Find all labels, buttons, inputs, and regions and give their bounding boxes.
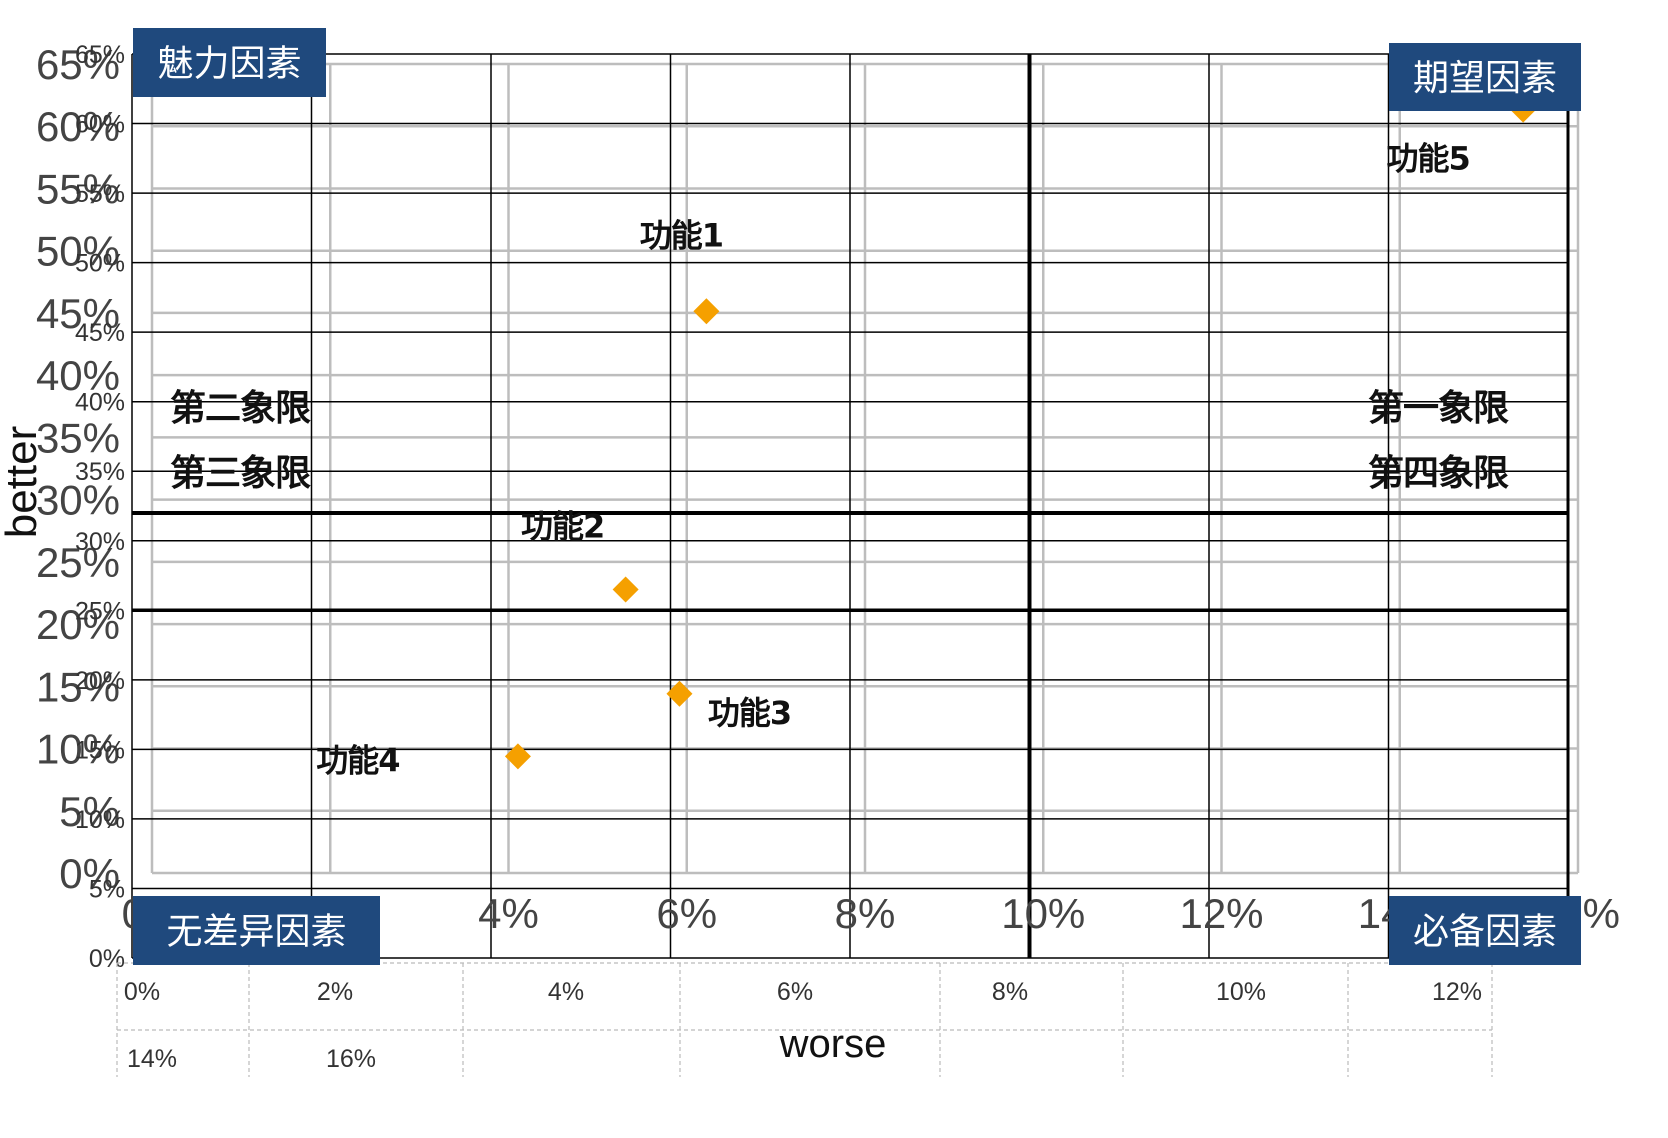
data-point-label: 功能2 — [521, 507, 604, 545]
y-tick-small: 50% — [75, 250, 125, 278]
x-tick-small: 4% — [548, 978, 584, 1006]
quadrant-label: 第三象限 — [170, 453, 311, 494]
factor-label-text: 期望因素 — [1413, 58, 1557, 99]
chart-gridlines-background — [150, 62, 1580, 875]
factor-label-box — [133, 896, 380, 965]
data-point-marker — [666, 680, 693, 707]
y-tick-small: 25% — [75, 597, 125, 625]
y-tick-small: 40% — [75, 389, 125, 417]
data-point-marker — [612, 576, 639, 603]
y-tick-large: 40% — [36, 352, 120, 399]
x-tick-small: 16% — [326, 1045, 376, 1073]
y-tick-large: 0% — [59, 850, 120, 897]
factor-label-box — [1389, 43, 1581, 111]
data-point-marker — [504, 743, 531, 770]
x-tick-small: 14% — [127, 1045, 177, 1073]
x-tick-large: 6% — [656, 890, 717, 937]
y-tick-small: 65% — [75, 41, 125, 69]
y-tick-small: 10% — [75, 806, 125, 834]
y-tick-large: 25% — [36, 539, 120, 586]
x-tick-small: 12% — [1432, 978, 1482, 1006]
data-point-label: 功能4 — [316, 741, 399, 779]
y-tick-large: 35% — [36, 414, 120, 461]
y-tick-small: 30% — [75, 528, 125, 556]
factor-label-text: 无差异因素 — [166, 912, 346, 953]
factor-label-text: 魅力因素 — [157, 44, 301, 85]
x-tick-small: 6% — [777, 978, 813, 1006]
x-tick-large: 10% — [1001, 890, 1085, 937]
y-tick-large: 5% — [59, 788, 120, 835]
y-tick-large: 15% — [36, 663, 120, 710]
x-tick-small: 10% — [1216, 978, 1266, 1006]
y-tick-small: 55% — [75, 180, 125, 208]
y-tick-small: 5% — [89, 875, 125, 903]
y-tick-small: 20% — [75, 667, 125, 695]
y-tick-large: 50% — [36, 228, 120, 275]
y-tick-small: 45% — [75, 319, 125, 347]
factor-label-box — [1389, 896, 1581, 965]
data-point-labels: 功能1 功能2 功能3 功能4 功能5 — [316, 140, 1470, 780]
data-point-label: 功能5 — [1386, 140, 1469, 178]
quadrant-label: 第二象限 — [170, 388, 311, 429]
factor-label-box — [133, 28, 326, 97]
x-tick-small: 2% — [317, 978, 353, 1006]
quadrant-label: 第四象限 — [1368, 453, 1509, 494]
x-tick-large: 12% — [1179, 890, 1263, 937]
quadrant-label: 第一象限 — [1368, 388, 1509, 429]
y-tick-large: 55% — [36, 165, 120, 212]
y-tick-large: 10% — [36, 726, 120, 773]
y-tick-small: 35% — [75, 458, 125, 486]
y-tick-large: 30% — [36, 477, 120, 524]
x-tick-large: 8% — [835, 890, 896, 937]
y-tick-small: 60% — [75, 111, 125, 139]
y-tick-small: 0% — [89, 945, 125, 973]
y-tick-large: 60% — [36, 103, 120, 150]
factor-label-text: 必备因素 — [1413, 912, 1557, 953]
y-tick-large: 45% — [36, 290, 120, 337]
data-point-label: 功能3 — [708, 694, 791, 732]
data-point-marker — [693, 298, 720, 325]
x-axis-title: worse — [779, 1022, 887, 1066]
y-tick-small: 15% — [75, 736, 125, 764]
y-axis-title: better — [0, 426, 46, 539]
data-point-label: 功能1 — [640, 216, 723, 254]
x-tick-large: 4% — [478, 890, 539, 937]
x-tick-small: 0% — [124, 978, 160, 1006]
x-tick-small: 8% — [992, 978, 1028, 1006]
data-points — [504, 96, 1537, 770]
quadrant-dividers — [132, 54, 1570, 958]
y-tick-large: 20% — [36, 601, 120, 648]
y-tick-large: 65% — [36, 41, 120, 88]
axis-tick-labels: 0%5%10%15%20%25%30%35%40%45%50%55%60%65%… — [36, 41, 1620, 1077]
